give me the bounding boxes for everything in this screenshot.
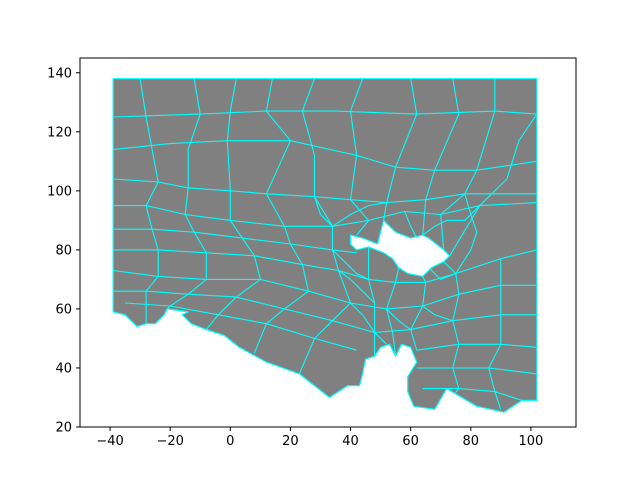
y-tick-label: 120 — [47, 125, 72, 140]
mesh-edge — [313, 196, 333, 227]
mesh-edge — [253, 78, 310, 354]
x-tick-label: 40 — [342, 434, 359, 449]
x-tick-label: −40 — [96, 434, 123, 449]
axes-frame — [79, 57, 577, 428]
mesh-edge — [332, 202, 387, 227]
mesh-edge — [404, 211, 418, 239]
domain-hole — [349, 219, 451, 277]
y-tick-label: 60 — [55, 302, 72, 317]
x-tick-label: 0 — [226, 434, 234, 449]
y-axis: 20 40 60 80 100 120 140 — [47, 66, 80, 436]
mesh-edge — [383, 78, 418, 221]
mesh-edge — [449, 113, 537, 257]
mesh-edge — [455, 193, 478, 274]
mesh-edge — [338, 270, 375, 304]
domain-region — [112, 78, 538, 413]
mesh-edge — [139, 78, 159, 324]
y-tick-label: 80 — [55, 243, 72, 258]
mesh-edge — [422, 305, 453, 322]
mesh-edge — [350, 302, 387, 345]
x-tick-label: 20 — [282, 434, 299, 449]
x-tick-label: 80 — [463, 434, 480, 449]
mesh-edge — [113, 249, 537, 283]
mesh-edge — [488, 258, 502, 410]
y-tick-label: 140 — [47, 66, 72, 81]
x-axis: −40 −20 0 20 40 60 80 100 — [96, 427, 543, 449]
mesh-edge — [125, 302, 357, 351]
mesh-edge — [422, 388, 523, 401]
mesh-edge — [422, 78, 460, 236]
mesh-edge — [416, 343, 537, 351]
mesh-edge — [440, 78, 496, 250]
x-tick-label: 100 — [518, 434, 543, 449]
y-tick-label: 20 — [55, 421, 72, 436]
mesh-edges — [113, 78, 537, 410]
y-tick-label: 100 — [47, 184, 72, 199]
mesh-edge — [386, 308, 412, 331]
mesh-edge — [422, 205, 481, 236]
mesh-edge — [332, 249, 369, 280]
mesh-edge — [349, 78, 370, 236]
plot-area — [112, 78, 538, 413]
mesh-edge — [416, 367, 537, 375]
mesh-edge — [443, 261, 460, 404]
mesh-edge — [166, 78, 207, 310]
x-tick-label: −20 — [156, 434, 183, 449]
mesh-edge — [428, 267, 457, 281]
mesh-edge — [205, 78, 262, 330]
x-tick-label: 60 — [402, 434, 419, 449]
y-tick-label: 40 — [55, 361, 72, 376]
